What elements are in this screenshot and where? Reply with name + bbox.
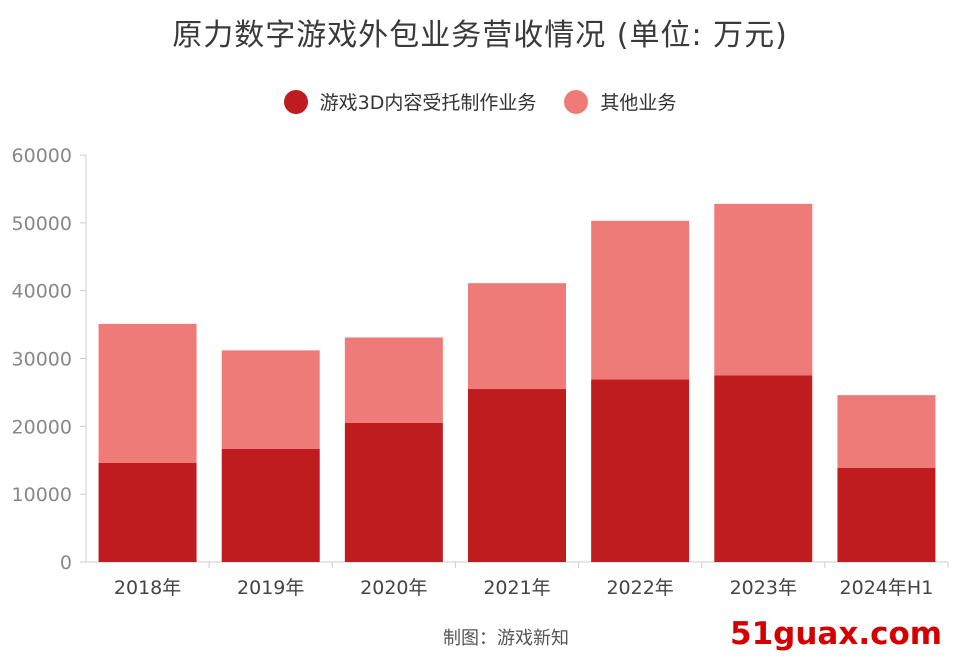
bar-3d-content-3 xyxy=(468,389,566,562)
y-tick-label: 60000 xyxy=(12,145,72,167)
legend-item-other: 其他业务 xyxy=(564,88,676,115)
bar-3d-content-5 xyxy=(714,375,813,562)
bar-3d-content-2 xyxy=(344,422,443,562)
bar-other-4 xyxy=(591,220,690,380)
bar-other-0 xyxy=(98,323,197,463)
y-tick-label: 30000 xyxy=(12,349,72,371)
bar-other-3 xyxy=(468,283,566,390)
bar-3d-content-6 xyxy=(837,467,936,562)
x-tick-label: 2022年 xyxy=(606,577,673,599)
bar-other-2 xyxy=(344,337,443,423)
y-tick-label: 0 xyxy=(60,552,72,574)
chart-title: 原力数字游戏外包业务营收情况 (单位: 万元) xyxy=(172,18,788,53)
legend-item-3d-content: 游戏3D内容受托制作业务 xyxy=(283,88,537,115)
bar-other-6 xyxy=(837,395,936,468)
y-tick-label: 20000 xyxy=(12,416,72,438)
legend-label-other: 其他业务 xyxy=(600,92,677,114)
legend-label-3d-content: 游戏3D内容受托制作业务 xyxy=(319,92,537,114)
legend-swatch-3d-content xyxy=(283,89,308,114)
y-tick-label: 10000 xyxy=(12,484,72,506)
legend: 游戏3D内容受托制作业务 其他业务 xyxy=(0,88,960,115)
x-tick-label: 2021年 xyxy=(483,577,550,599)
x-tick-label: 2023年 xyxy=(730,577,797,599)
x-tick-label: 2024年H1 xyxy=(840,577,934,599)
bar-other-1 xyxy=(221,350,320,449)
y-tick-label: 40000 xyxy=(12,281,72,303)
x-tick-label: 2019年 xyxy=(237,577,304,599)
y-tick-label: 50000 xyxy=(12,213,72,235)
bar-3d-content-1 xyxy=(221,448,320,562)
bar-other-5 xyxy=(714,203,813,376)
source-note: 制图：游戏新知 xyxy=(443,628,569,649)
bar-3d-content-0 xyxy=(98,462,197,562)
watermark-logo: 51guax.com xyxy=(730,616,943,652)
x-tick-label: 2018年 xyxy=(114,577,181,599)
x-tick-label: 2020年 xyxy=(360,577,427,599)
legend-swatch-other xyxy=(564,89,589,114)
bar-3d-content-4 xyxy=(591,379,690,562)
